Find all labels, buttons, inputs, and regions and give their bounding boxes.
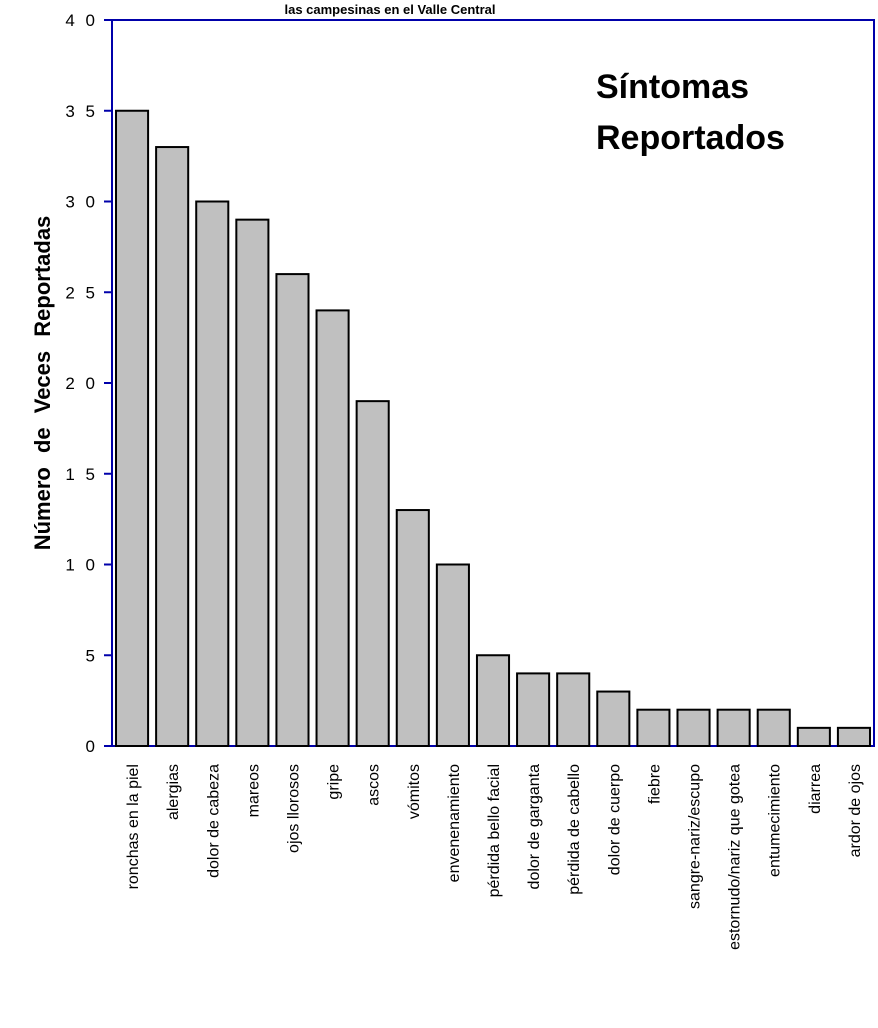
bar bbox=[395, 509, 430, 747]
y-tick-label: 1 0 bbox=[65, 556, 98, 575]
bar bbox=[516, 672, 551, 748]
bar bbox=[195, 200, 230, 747]
y-tick-label: 2 0 bbox=[65, 374, 98, 393]
y-axis-label: Número de Veces Reportadas bbox=[30, 216, 55, 551]
bars bbox=[115, 109, 871, 748]
bar bbox=[355, 400, 390, 747]
x-category-label: diarrea bbox=[807, 764, 824, 814]
y-tick-label: 1 5 bbox=[65, 465, 98, 484]
y-tick-label: 0 bbox=[86, 737, 98, 756]
x-category-label: gripe bbox=[326, 764, 343, 800]
chart-title-line-2: Reportados bbox=[596, 119, 785, 157]
bar bbox=[676, 708, 711, 748]
x-category-label: alergias bbox=[165, 764, 182, 820]
x-category-label: pérdida bello facial bbox=[486, 764, 503, 897]
y-tick-label: 4 0 bbox=[65, 11, 98, 30]
bar bbox=[836, 726, 871, 747]
x-category-label: vómitos bbox=[406, 764, 423, 819]
y-tick-label: 3 0 bbox=[65, 193, 98, 212]
bar bbox=[596, 690, 631, 747]
bar bbox=[235, 218, 270, 747]
x-category-label: dolor de cuerpo bbox=[606, 764, 623, 875]
y-tick-label: 5 bbox=[86, 646, 98, 665]
x-category-label: dolor de garganta bbox=[526, 764, 543, 890]
chart-title-line-1: Síntomas bbox=[596, 68, 749, 106]
bar bbox=[475, 654, 511, 747]
x-category-label: sangre-nariz/escupo bbox=[687, 764, 704, 909]
x-category-label: fiebre bbox=[646, 764, 663, 804]
x-axis-labels: ronchas en la piel alergias dolor de cabez… bbox=[125, 764, 864, 950]
x-category-label: mareos bbox=[245, 764, 262, 817]
x-category-label: envenenamiento bbox=[446, 764, 463, 882]
bar bbox=[636, 708, 671, 748]
x-category-label: ojos llorosos bbox=[285, 764, 302, 853]
y-tick-label: 3 5 bbox=[65, 102, 98, 121]
bar bbox=[315, 309, 350, 747]
bar bbox=[435, 563, 470, 747]
bar bbox=[556, 672, 591, 748]
y-axis: 0 5 1 0 1 5 2 0 2 5 3 0 3 5 4 0 bbox=[65, 11, 113, 756]
y-tick-label: 2 5 bbox=[65, 283, 98, 302]
bar bbox=[796, 726, 831, 747]
x-category-label: estornudo/nariz que gotea bbox=[727, 764, 744, 950]
x-category-label: dolor de cabeza bbox=[205, 764, 222, 878]
chart-title-fragment: las campesinas en el Valle Central bbox=[284, 2, 495, 17]
bar bbox=[275, 273, 310, 747]
bar bbox=[115, 109, 150, 747]
bar bbox=[716, 708, 751, 748]
x-category-label: ascos bbox=[366, 764, 383, 806]
x-category-label: ardor de ojos bbox=[847, 764, 864, 857]
bar bbox=[155, 146, 190, 748]
bar bbox=[756, 708, 791, 748]
x-category-label: ronchas en la piel bbox=[125, 764, 142, 889]
x-category-label: entumecimiento bbox=[767, 764, 784, 877]
x-category-label: pérdida de cabello bbox=[566, 764, 583, 895]
